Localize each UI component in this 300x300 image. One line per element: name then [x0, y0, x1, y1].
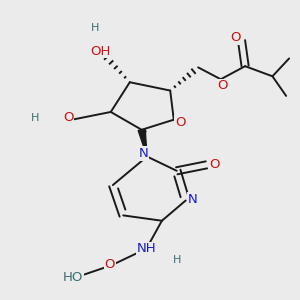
Text: H: H: [173, 255, 182, 265]
Text: O: O: [105, 258, 115, 271]
Text: OH: OH: [90, 44, 111, 58]
Text: O: O: [230, 31, 240, 44]
Text: H: H: [31, 113, 39, 124]
Polygon shape: [138, 129, 147, 157]
Text: H: H: [91, 22, 99, 32]
Text: HO: HO: [63, 271, 83, 284]
Text: N: N: [187, 193, 197, 206]
Text: N: N: [139, 147, 148, 160]
Text: O: O: [63, 111, 74, 124]
Text: O: O: [175, 116, 186, 129]
Text: O: O: [217, 79, 227, 92]
Text: O: O: [209, 158, 219, 171]
Text: NH: NH: [136, 242, 156, 255]
